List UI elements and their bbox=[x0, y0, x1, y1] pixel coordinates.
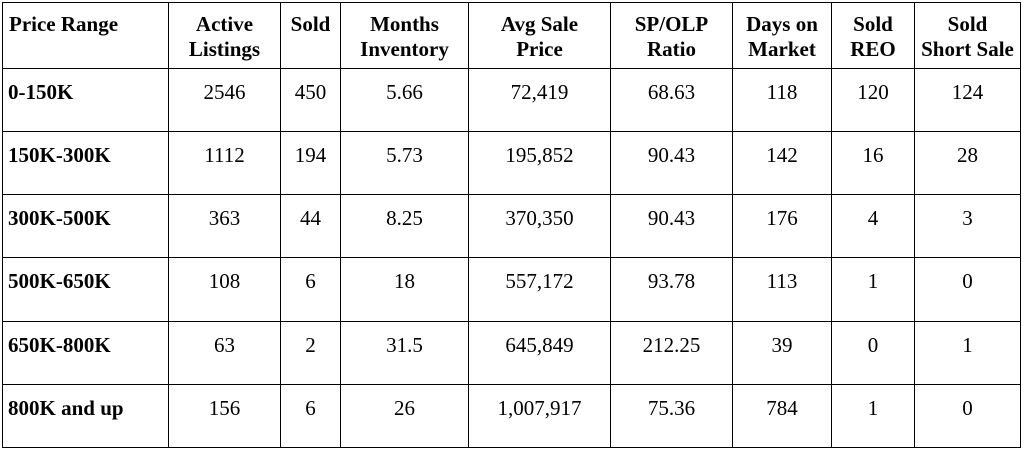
header-days-on-market: Days on Market bbox=[732, 2, 832, 69]
months-inventory-cell: 5.66 bbox=[340, 67, 469, 133]
sold-reo-cell: 1 bbox=[831, 257, 915, 322]
sold-reo-cell: 0 bbox=[831, 320, 915, 385]
sold-short-sale-cell: 124 bbox=[914, 67, 1021, 133]
active-listings-cell: 108 bbox=[168, 257, 281, 322]
avg-sale-price-cell: 195,852 bbox=[468, 131, 611, 196]
price-range-cell: 150K-300K bbox=[2, 131, 169, 196]
price-range-cell: 650K-800K bbox=[2, 320, 169, 385]
active-listings-cell: 156 bbox=[168, 383, 281, 449]
sold-cell: 194 bbox=[280, 131, 341, 196]
sold-short-sale-cell: 28 bbox=[914, 131, 1021, 196]
days-on-market-cell: 118 bbox=[732, 67, 832, 133]
days-on-market-cell: 784 bbox=[732, 383, 832, 449]
sp-olp-ratio-cell: 90.43 bbox=[610, 194, 733, 259]
price-range-cell: 300K-500K bbox=[2, 194, 169, 259]
avg-sale-price-cell: 370,350 bbox=[468, 194, 611, 259]
header-price-range: Price Range bbox=[2, 2, 169, 69]
header-row: Price Range Active Listings Sold Months … bbox=[2, 2, 1021, 69]
header-sold: Sold bbox=[280, 2, 341, 69]
table-row: 650K-800K 63 2 31.5 645,849 212.25 39 0 … bbox=[2, 320, 1021, 385]
table-row: 300K-500K 363 44 8.25 370,350 90.43 176 … bbox=[2, 194, 1021, 259]
table-row: 0-150K 2546 450 5.66 72,419 68.63 118 12… bbox=[2, 67, 1021, 133]
avg-sale-price-cell: 1,007,917 bbox=[468, 383, 611, 449]
price-range-cell: 800K and up bbox=[2, 383, 169, 449]
active-listings-cell: 1112 bbox=[168, 131, 281, 196]
table-row: 800K and up 156 6 26 1,007,917 75.36 784… bbox=[2, 383, 1021, 449]
header-sp-olp-ratio: SP/OLP Ratio bbox=[610, 2, 733, 69]
table-row: 500K-650K 108 6 18 557,172 93.78 113 1 0 bbox=[2, 257, 1021, 322]
sp-olp-ratio-cell: 93.78 bbox=[610, 257, 733, 322]
sp-olp-ratio-cell: 90.43 bbox=[610, 131, 733, 196]
months-inventory-cell: 5.73 bbox=[340, 131, 469, 196]
sold-short-sale-cell: 0 bbox=[914, 257, 1021, 322]
price-range-cell: 500K-650K bbox=[2, 257, 169, 322]
price-range-cell: 0-150K bbox=[2, 67, 169, 133]
header-active-listings: Active Listings bbox=[168, 2, 281, 69]
months-inventory-cell: 31.5 bbox=[340, 320, 469, 385]
days-on-market-cell: 176 bbox=[732, 194, 832, 259]
sp-olp-ratio-cell: 68.63 bbox=[610, 67, 733, 133]
active-listings-cell: 363 bbox=[168, 194, 281, 259]
sold-short-sale-cell: 1 bbox=[914, 320, 1021, 385]
avg-sale-price-cell: 645,849 bbox=[468, 320, 611, 385]
header-sold-reo: Sold REO bbox=[831, 2, 915, 69]
sold-reo-cell: 4 bbox=[831, 194, 915, 259]
sold-reo-cell: 120 bbox=[831, 67, 915, 133]
sp-olp-ratio-cell: 75.36 bbox=[610, 383, 733, 449]
active-listings-cell: 2546 bbox=[168, 67, 281, 133]
sold-cell: 6 bbox=[280, 383, 341, 449]
months-inventory-cell: 18 bbox=[340, 257, 469, 322]
sold-cell: 6 bbox=[280, 257, 341, 322]
days-on-market-cell: 39 bbox=[732, 320, 832, 385]
sold-cell: 450 bbox=[280, 67, 341, 133]
active-listings-cell: 63 bbox=[168, 320, 281, 385]
sold-cell: 2 bbox=[280, 320, 341, 385]
header-months-inventory: Months Inventory bbox=[340, 2, 469, 69]
sold-short-sale-cell: 3 bbox=[914, 194, 1021, 259]
header-sold-short-sale: Sold Short Sale bbox=[914, 2, 1021, 69]
sp-olp-ratio-cell: 212.25 bbox=[610, 320, 733, 385]
table-row: 150K-300K 1112 194 5.73 195,852 90.43 14… bbox=[2, 131, 1021, 196]
sold-reo-cell: 16 bbox=[831, 131, 915, 196]
sold-cell: 44 bbox=[280, 194, 341, 259]
days-on-market-cell: 113 bbox=[732, 257, 832, 322]
months-inventory-cell: 26 bbox=[340, 383, 469, 449]
months-inventory-cell: 8.25 bbox=[340, 194, 469, 259]
days-on-market-cell: 142 bbox=[732, 131, 832, 196]
avg-sale-price-cell: 72,419 bbox=[468, 67, 611, 133]
sold-short-sale-cell: 0 bbox=[914, 383, 1021, 449]
header-avg-sale-price: Avg Sale Price bbox=[468, 2, 611, 69]
sold-reo-cell: 1 bbox=[831, 383, 915, 449]
avg-sale-price-cell: 557,172 bbox=[468, 257, 611, 322]
